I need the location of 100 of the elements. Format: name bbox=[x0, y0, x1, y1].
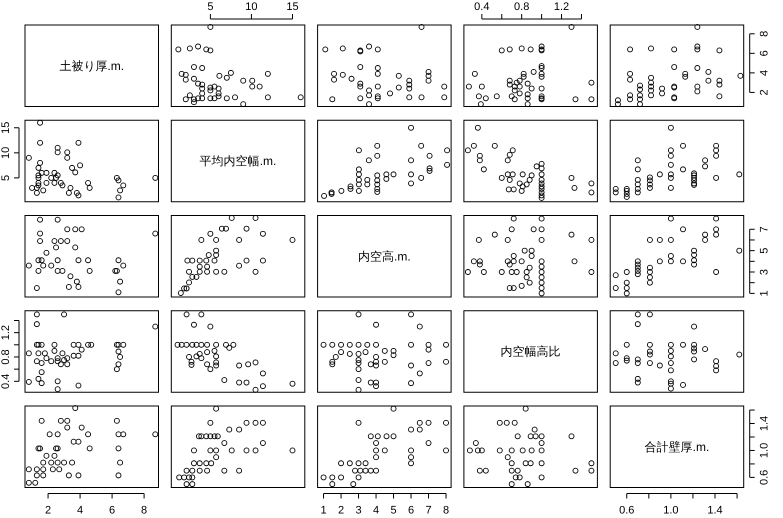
point bbox=[510, 258, 517, 264]
point bbox=[588, 468, 594, 474]
point bbox=[627, 46, 634, 52]
point bbox=[646, 280, 653, 286]
point bbox=[356, 342, 362, 348]
point bbox=[356, 181, 362, 188]
point bbox=[120, 342, 126, 348]
point bbox=[736, 352, 742, 358]
point bbox=[408, 342, 414, 348]
point bbox=[624, 342, 630, 348]
point bbox=[646, 311, 653, 318]
point bbox=[116, 342, 122, 348]
point bbox=[387, 90, 393, 96]
point bbox=[221, 468, 228, 474]
point bbox=[198, 237, 204, 243]
point bbox=[52, 238, 58, 244]
point bbox=[61, 460, 68, 466]
point bbox=[85, 342, 92, 348]
point bbox=[35, 182, 42, 188]
x-tick-label: 3 bbox=[355, 504, 362, 516]
point bbox=[691, 252, 697, 258]
point bbox=[114, 366, 120, 372]
point bbox=[346, 350, 353, 357]
point bbox=[195, 80, 202, 87]
point bbox=[249, 84, 256, 90]
point bbox=[44, 355, 50, 362]
point bbox=[120, 182, 126, 188]
point bbox=[37, 160, 43, 166]
point bbox=[196, 264, 203, 270]
point bbox=[329, 361, 336, 368]
point bbox=[189, 258, 196, 264]
point bbox=[474, 124, 481, 131]
point bbox=[702, 157, 708, 164]
point bbox=[329, 96, 336, 102]
point bbox=[74, 190, 80, 196]
point bbox=[374, 95, 381, 102]
point bbox=[35, 172, 42, 178]
point bbox=[538, 176, 545, 183]
point bbox=[668, 253, 674, 259]
point bbox=[260, 370, 266, 376]
point bbox=[476, 468, 483, 474]
point bbox=[88, 342, 94, 348]
point bbox=[426, 165, 433, 172]
point bbox=[35, 257, 42, 264]
point bbox=[178, 70, 185, 77]
point bbox=[223, 342, 229, 348]
point bbox=[212, 84, 218, 90]
point bbox=[116, 361, 122, 368]
point bbox=[508, 460, 515, 466]
point bbox=[329, 358, 336, 365]
point bbox=[588, 80, 594, 86]
point bbox=[228, 448, 235, 454]
point bbox=[240, 78, 246, 84]
point bbox=[668, 378, 674, 384]
point bbox=[680, 166, 686, 172]
point bbox=[114, 342, 120, 348]
point bbox=[691, 324, 697, 330]
point bbox=[588, 96, 594, 102]
point bbox=[193, 342, 200, 348]
point bbox=[538, 216, 545, 222]
point bbox=[538, 237, 545, 243]
point bbox=[538, 44, 545, 50]
x-tick-label: 8 bbox=[442, 504, 450, 516]
point bbox=[186, 474, 192, 480]
point bbox=[175, 46, 182, 52]
point bbox=[54, 268, 61, 274]
point bbox=[77, 162, 84, 168]
point bbox=[191, 322, 197, 328]
point bbox=[668, 237, 674, 243]
point bbox=[68, 184, 74, 191]
point bbox=[366, 88, 372, 94]
point bbox=[624, 186, 630, 192]
point bbox=[68, 273, 74, 280]
point bbox=[66, 284, 72, 290]
point bbox=[713, 358, 720, 364]
point bbox=[472, 440, 479, 446]
point bbox=[189, 468, 196, 474]
point bbox=[40, 460, 46, 466]
point bbox=[668, 353, 674, 360]
point bbox=[331, 76, 337, 83]
point bbox=[116, 472, 122, 478]
point bbox=[524, 101, 531, 108]
point bbox=[245, 361, 252, 368]
point bbox=[236, 426, 242, 433]
point bbox=[538, 63, 545, 69]
point bbox=[646, 177, 653, 184]
point bbox=[426, 68, 432, 75]
point bbox=[40, 187, 46, 194]
point bbox=[181, 286, 188, 292]
point bbox=[512, 96, 518, 102]
point bbox=[38, 360, 45, 366]
point bbox=[52, 452, 58, 459]
x-tick-label: 2 bbox=[44, 504, 52, 516]
point bbox=[374, 186, 380, 192]
point bbox=[76, 284, 82, 290]
point bbox=[117, 278, 124, 285]
point bbox=[78, 226, 85, 232]
point bbox=[518, 188, 525, 194]
point bbox=[627, 92, 634, 98]
point bbox=[588, 460, 594, 466]
